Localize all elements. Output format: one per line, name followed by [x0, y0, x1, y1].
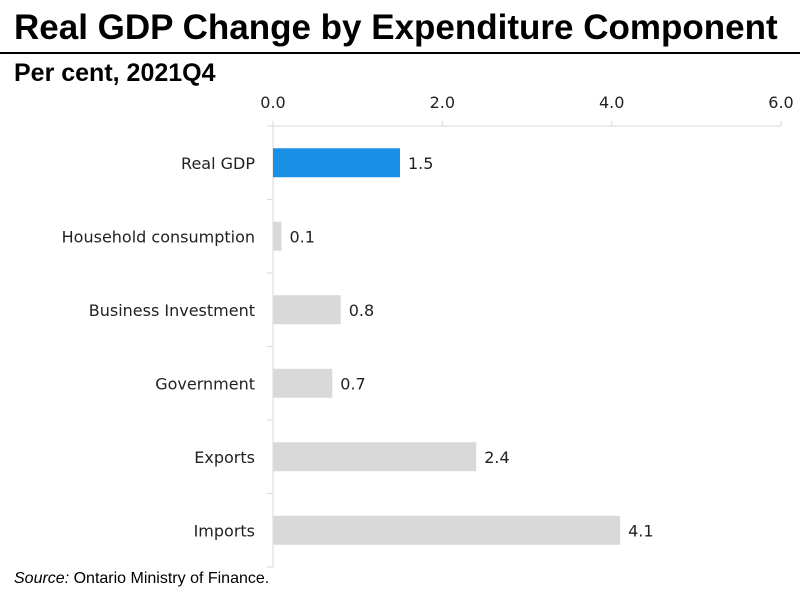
value-label: 1.5 [408, 154, 433, 173]
value-label: 2.4 [484, 448, 509, 467]
category-label: Exports [194, 448, 255, 467]
category-label: Government [155, 374, 255, 393]
bar-government [273, 368, 333, 398]
value-label: 0.8 [349, 301, 374, 320]
title-rule [0, 52, 800, 54]
x-tick-label: 2.0 [430, 93, 455, 112]
source-label: Source: [14, 570, 70, 587]
x-tick-label: 0.0 [260, 93, 285, 112]
value-label: 0.7 [340, 374, 365, 393]
x-tick-label: 4.0 [599, 93, 624, 112]
category-label: Real GDP [181, 154, 255, 173]
source-note: Source: Ontario Ministry of Finance. [14, 570, 269, 588]
bar-household-consumption [273, 221, 282, 251]
source-text: Ontario Ministry of Finance. [73, 570, 270, 587]
chart-subtitle: Per cent, 2021Q4 [14, 59, 216, 87]
bar-business-investment [273, 295, 341, 325]
value-label: 4.1 [628, 521, 653, 540]
bar-imports [273, 515, 621, 545]
category-label: Business Investment [89, 301, 255, 320]
category-label: Household consumption [62, 227, 255, 246]
value-label: 0.1 [289, 227, 314, 246]
chart-title: Real GDP Change by Expenditure Component [14, 8, 778, 47]
x-tick-label: 6.0 [768, 93, 793, 112]
category-label: Imports [194, 521, 255, 540]
bar-exports [273, 442, 477, 472]
bar-real-gdp [273, 148, 400, 178]
